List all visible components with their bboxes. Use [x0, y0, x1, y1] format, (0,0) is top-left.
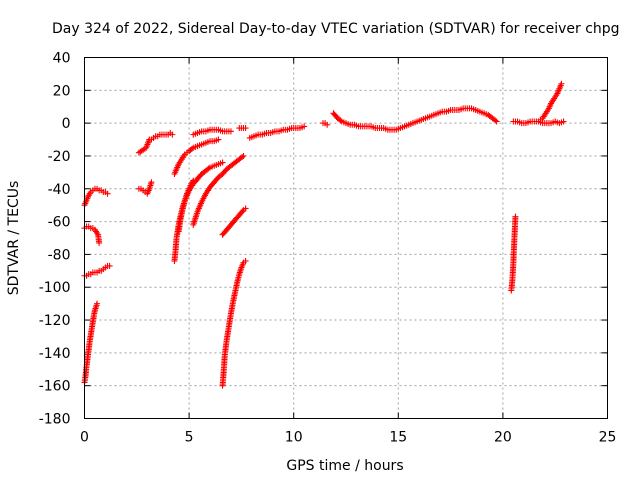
data-point [188, 145, 195, 152]
y-tick-label: 0 [62, 116, 71, 132]
data-point [512, 213, 519, 220]
data-point [106, 262, 113, 269]
data-point [215, 136, 222, 143]
data-point [205, 165, 212, 172]
data-point [337, 117, 344, 124]
data-point [493, 118, 500, 125]
data-point [104, 190, 111, 197]
data-point [242, 205, 249, 212]
x-tick-label: 5 [185, 430, 194, 446]
y-tick-label: -100 [39, 280, 71, 296]
y-tick-label: -140 [39, 346, 71, 362]
y-tick-label: 40 [53, 51, 71, 67]
chart-title: Day 324 of 2022, Sidereal Day-to-day VTE… [52, 21, 620, 37]
tick-labels: 40 20 0 -20 -40 -60 -80 -100 -120 -140 -160 -180 0 5 1… [39, 51, 617, 446]
data-point [169, 131, 176, 138]
x-axis-label: GPS time / hours [286, 458, 403, 474]
data-point [239, 208, 246, 215]
axis-ticks [84, 57, 608, 419]
data-point [239, 154, 246, 161]
data-point [560, 118, 567, 125]
y-tick-label: -120 [39, 313, 71, 329]
data-point [190, 177, 197, 184]
y-axis-label: SDTVAR / TECUs [6, 181, 22, 296]
data-point [492, 117, 499, 124]
y-tick-label: -80 [48, 247, 71, 263]
data-point [96, 239, 103, 246]
x-tick-label: 0 [80, 430, 89, 446]
plot-frame [84, 57, 608, 419]
data-points [81, 80, 567, 389]
y-tick-label: -160 [39, 379, 71, 395]
y-tick-label: -20 [48, 149, 71, 165]
grid-lines [84, 57, 608, 419]
data-point [301, 123, 308, 130]
data-point [558, 80, 565, 87]
data-point [324, 121, 331, 128]
data-point [227, 128, 234, 135]
x-tick-label: 15 [389, 430, 407, 446]
y-tick-label: 20 [53, 83, 71, 99]
x-tick-label: 10 [285, 430, 303, 446]
y-tick-label: -180 [39, 412, 71, 428]
y-tick-label: -60 [48, 215, 71, 231]
data-point [240, 152, 247, 159]
data-point [219, 159, 226, 166]
data-point [242, 257, 249, 264]
data-point [148, 179, 155, 186]
x-tick-label: 20 [494, 430, 512, 446]
y-tick-label: -40 [48, 182, 71, 198]
x-tick-label: 25 [599, 430, 617, 446]
data-point [94, 300, 101, 307]
data-point [242, 125, 249, 132]
